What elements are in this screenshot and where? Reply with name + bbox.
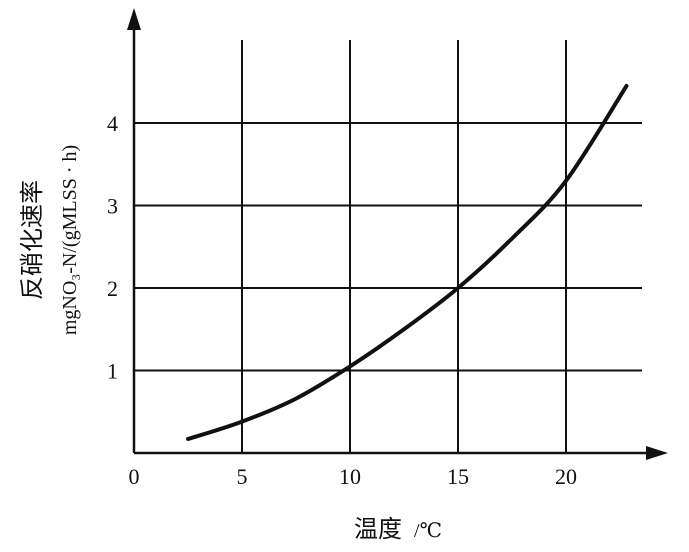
y-tick-labels: 1 2 3 4 (107, 111, 118, 384)
axes (127, 8, 668, 460)
y-tick-label: 4 (107, 111, 118, 136)
x-tick-label: 20 (555, 464, 577, 489)
x-tick-labels: 0 5 10 15 20 (129, 464, 578, 489)
x-tick-label: 0 (129, 464, 140, 489)
y-axis-arrow-icon (127, 8, 141, 30)
y-axis-label-line2: mgNO₃-N/(gMLSS · h) (59, 145, 81, 335)
x-axis-arrow-icon (646, 446, 668, 460)
x-axis-label-text: 温度 (354, 515, 402, 543)
y-tick-label: 1 (107, 359, 118, 384)
x-tick-label: 15 (447, 464, 469, 489)
y-tick-label: 2 (107, 276, 118, 301)
vertical-gridlines (241, 40, 567, 453)
x-tick-label: 5 (237, 464, 248, 489)
x-axis-label-unit: /℃ (414, 520, 442, 542)
y-axis-label-line1: 反硝化速率 (18, 180, 46, 300)
x-axis-label: 温度 /℃ (354, 515, 442, 543)
y-tick-label: 3 (107, 194, 118, 219)
series-curve (186, 83, 629, 441)
horizontal-gridlines (134, 122, 642, 372)
x-tick-label: 10 (339, 464, 361, 489)
